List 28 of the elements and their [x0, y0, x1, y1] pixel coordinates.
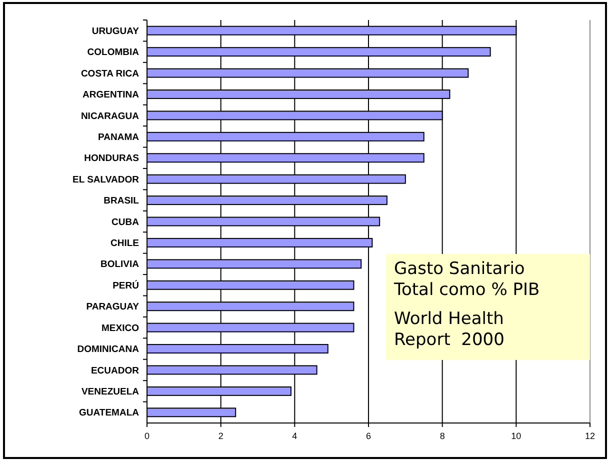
x-tick-label: 4 [292, 431, 298, 441]
y-tick-label: GUATEMALA [79, 408, 140, 419]
x-tick-label: 6 [366, 431, 372, 441]
y-tick-label: HONDURAS [84, 153, 139, 164]
y-tick-label: VENEZUELA [81, 386, 140, 398]
y-tick-label: ARGENTINA [82, 90, 140, 101]
x-tick-label: 12 [584, 431, 596, 441]
y-tick-label: CUBA [112, 216, 140, 228]
y-tick-label: URUGUAY [92, 26, 140, 37]
y-tick-label: CHILE [110, 238, 139, 250]
y-tick-label: COSTA RICA [80, 68, 140, 80]
y-tick-label: PERÚ [112, 279, 140, 292]
y-tick-label: COLOMBIA [87, 47, 140, 58]
x-tick-label: 0 [144, 431, 150, 441]
y-tick-label: PARAGUAY [86, 302, 140, 313]
x-tick-label: 10 [511, 431, 522, 441]
annotation: Gasto Sanitario Total como % PIB [393, 259, 540, 300]
y-tick-label: BRASIL [104, 196, 140, 207]
x-tick-label: 8 [440, 431, 445, 441]
y-tick-label: MEXICO [102, 322, 139, 334]
y-tick-label: NICARAGUA [80, 110, 140, 122]
y-tick-label: DOMINICANA [77, 344, 140, 356]
annotation: World Health Report 2000 [394, 309, 504, 350]
y-tick-label: EL SALVADOR [72, 174, 140, 186]
y-tick-label: PANAMA [98, 132, 140, 143]
y-tick-label: BOLIVIA [100, 259, 140, 270]
x-tick-label: 2 [218, 431, 224, 441]
y-tick-label: ECUADOR [90, 365, 140, 376]
